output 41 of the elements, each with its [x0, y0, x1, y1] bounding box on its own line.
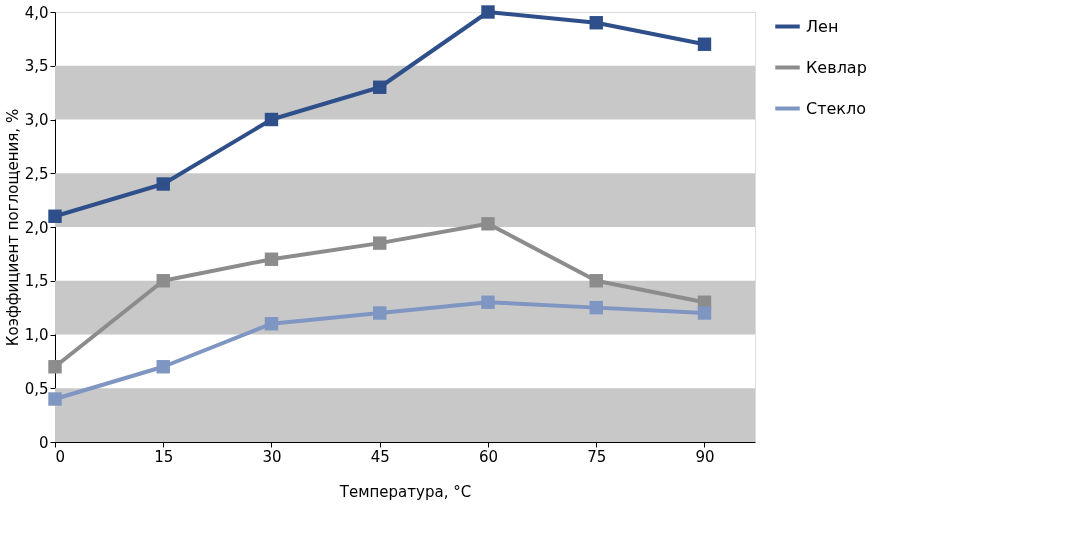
y-tick-label: 0,5	[24, 379, 49, 398]
point	[589, 300, 603, 315]
x-tick-label: 90	[695, 447, 715, 466]
point	[373, 80, 387, 94]
y-tick-label: 1,0	[24, 326, 49, 344]
point	[156, 360, 170, 374]
x-tick-label: 0	[55, 447, 66, 466]
point	[481, 295, 495, 309]
point	[481, 217, 495, 231]
point	[48, 392, 62, 406]
y-tick-label: 3,5	[24, 57, 49, 76]
point	[481, 5, 495, 19]
point	[589, 274, 603, 288]
point	[48, 360, 62, 374]
x-tick-label: 60	[478, 447, 499, 466]
x-tick-label: 15	[154, 447, 174, 466]
point	[697, 37, 712, 51]
point	[264, 252, 279, 266]
x-tick-label: 30	[262, 447, 282, 466]
y-tick-label: 1,5	[24, 272, 49, 291]
x-axis-title: Температура, °C	[338, 482, 472, 501]
point	[373, 236, 387, 250]
x-tick-label: 75	[587, 447, 607, 466]
y-tick-label: 4,0	[24, 3, 49, 22]
y-axis-title: Коэффициент поглощения, %	[3, 108, 22, 347]
point	[373, 306, 387, 320]
point	[156, 177, 170, 191]
y-tick-label: 3,0	[24, 111, 49, 129]
point	[48, 209, 62, 223]
y-tick-label: 2,5	[24, 164, 49, 183]
point	[589, 16, 603, 30]
point	[264, 317, 279, 331]
legend-label: Кевлар	[806, 57, 867, 77]
legend-label: Лен	[806, 16, 839, 36]
y-tick-label: 0	[38, 433, 49, 452]
point	[697, 306, 712, 320]
point	[156, 274, 170, 288]
y-tick-label: 2,0	[24, 218, 49, 237]
legend-label: Стекло	[806, 98, 867, 118]
point	[264, 112, 279, 127]
x-tick-label: 45	[370, 447, 390, 466]
